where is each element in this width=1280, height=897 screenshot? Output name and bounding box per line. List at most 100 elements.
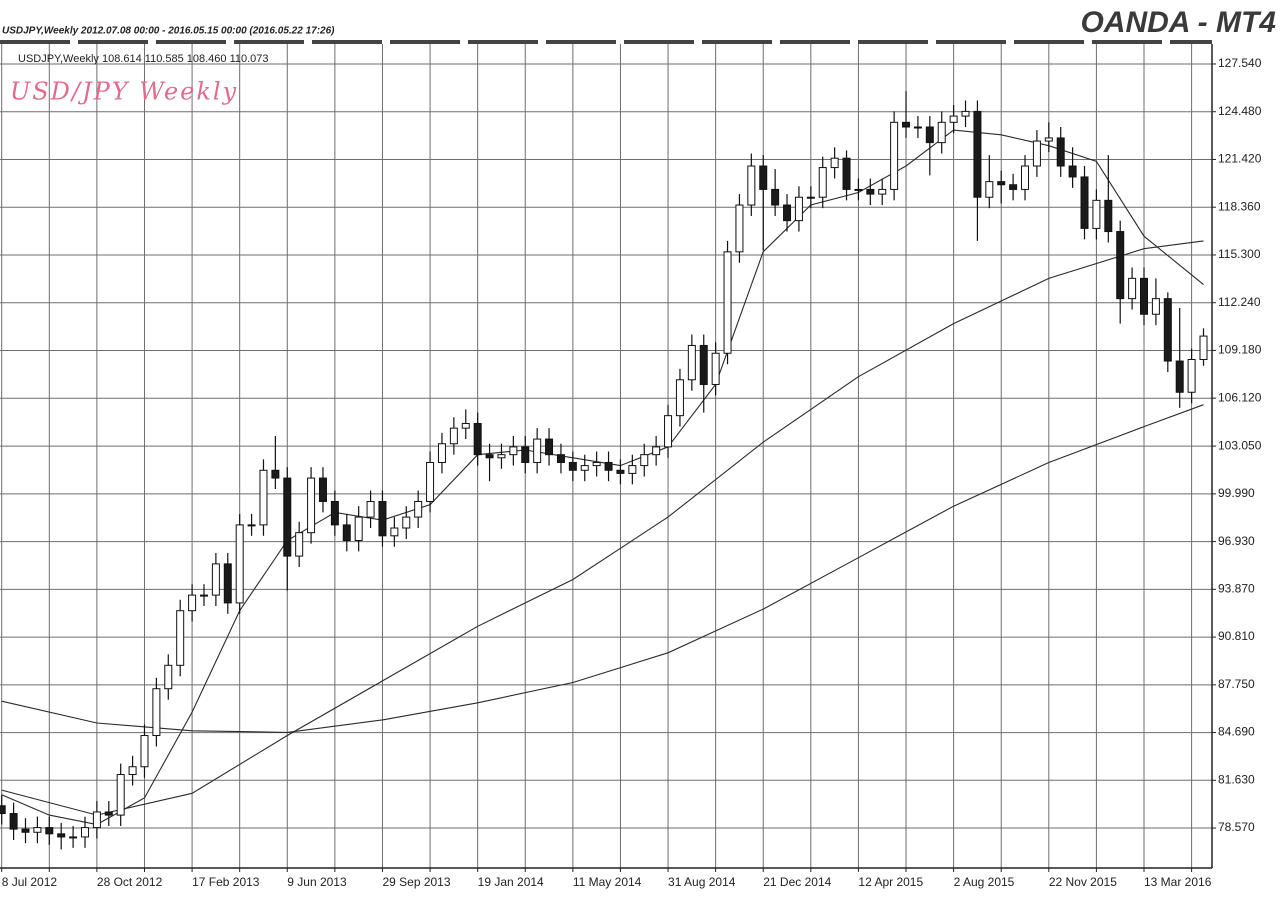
chart-title: USDJPY,Weekly 108.614 110.585 108.460 11… — [18, 53, 269, 65]
y-tick-label: 124.480 — [1218, 104, 1262, 118]
y-tick-label: 127.540 — [1218, 56, 1262, 70]
y-tick-label: 90.810 — [1218, 629, 1255, 643]
candle-body — [830, 157, 839, 169]
candle-body — [235, 524, 244, 604]
candle-body — [1009, 184, 1018, 190]
y-tick-label: 81.630 — [1218, 772, 1255, 786]
candle-body — [1140, 277, 1149, 315]
candle-body — [223, 563, 232, 604]
candle-body — [188, 594, 197, 612]
candle-body — [1021, 165, 1030, 190]
candle-body — [461, 422, 470, 429]
candle-body — [9, 813, 18, 830]
x-tick-label: 21 Dec 2014 — [763, 875, 831, 889]
annotation: USD/JPY Weekly — [10, 78, 238, 106]
plot-area — [0, 44, 1212, 868]
candle-body — [330, 500, 339, 526]
candle-body — [247, 524, 256, 527]
candle-body — [890, 121, 899, 190]
candle-body — [735, 204, 744, 253]
candle-body — [1104, 199, 1113, 233]
candle-body — [164, 664, 173, 690]
candle-body — [973, 110, 982, 198]
candle-body — [1080, 176, 1089, 229]
candle-body — [616, 469, 625, 474]
candle-body — [937, 121, 946, 144]
candle-body — [402, 516, 411, 529]
x-tick-label: 8 Jul 2012 — [2, 875, 58, 889]
y-tick-label: 93.870 — [1218, 582, 1255, 596]
candle-body — [0, 805, 6, 815]
candle-body — [199, 594, 208, 597]
candle-body — [568, 461, 577, 471]
candle-body — [390, 527, 399, 537]
candle-body — [1187, 358, 1196, 393]
candle-body — [449, 427, 458, 445]
candle-body — [854, 188, 863, 191]
x-tick-label: 9 Jun 2013 — [287, 875, 347, 889]
candle-body — [33, 827, 42, 833]
candle-body — [366, 500, 375, 518]
candle-body — [913, 126, 922, 129]
x-tick-label: 29 Sep 2013 — [382, 875, 450, 889]
candle-body — [104, 811, 113, 816]
y-tick-label: 78.570 — [1218, 820, 1255, 834]
candle-body — [116, 774, 125, 816]
candle-body — [509, 446, 518, 456]
candle-body — [556, 454, 565, 463]
candle-body — [842, 157, 851, 190]
y-tick-label: 115.300 — [1218, 247, 1261, 261]
candle-body — [1092, 199, 1101, 229]
candle-body — [283, 477, 292, 557]
candle-body — [818, 167, 827, 198]
candle-body — [545, 438, 554, 456]
candle-body — [866, 188, 875, 195]
candle-body — [45, 827, 54, 835]
y-tick-label: 99.990 — [1218, 486, 1255, 500]
candle-body — [426, 461, 435, 502]
candle-body — [1068, 165, 1077, 178]
candle-body — [271, 469, 280, 479]
candle-body — [675, 379, 684, 417]
candle-body — [140, 735, 149, 768]
candle-body — [437, 443, 446, 463]
candle-body — [295, 532, 304, 557]
candle-body — [771, 188, 780, 206]
candle-body — [473, 422, 482, 456]
brand: OANDA - MT4 — [1080, 6, 1276, 39]
y-tick-label: 118.360 — [1218, 199, 1261, 213]
candle-body — [92, 811, 101, 829]
candle-body — [794, 196, 803, 222]
x-tick-label: 13 Mar 2016 — [1144, 875, 1212, 889]
candle-body — [902, 121, 911, 128]
candle-body — [521, 446, 530, 463]
x-tick-label: 22 Nov 2015 — [1049, 875, 1117, 889]
candle-body — [925, 126, 934, 144]
candle-body — [711, 352, 720, 385]
candle-body — [80, 827, 89, 838]
candle-body — [592, 461, 601, 467]
y-tick-label: 109.180 — [1218, 343, 1262, 357]
candle-body — [640, 454, 649, 467]
candle-body — [354, 516, 363, 541]
candle-body — [497, 454, 506, 459]
y-tick-label: 112.240 — [1218, 295, 1261, 309]
candle-body — [1056, 137, 1065, 167]
candle-body — [878, 188, 887, 195]
candle-body — [806, 196, 815, 199]
y-tick-label: 103.050 — [1218, 438, 1262, 452]
candle-body — [307, 477, 316, 534]
candle-body — [664, 415, 673, 448]
candle-body — [152, 688, 161, 737]
y-tick-label: 106.120 — [1218, 390, 1262, 404]
candle-body — [687, 344, 696, 381]
x-tick-label: 12 Apr 2015 — [858, 875, 923, 889]
candle-body — [1163, 298, 1172, 362]
y-tick-label: 96.930 — [1218, 534, 1255, 548]
candle-body — [57, 833, 66, 838]
candle-body — [259, 469, 268, 526]
candle-body — [1199, 335, 1208, 360]
x-tick-label: 11 May 2014 — [573, 875, 642, 889]
